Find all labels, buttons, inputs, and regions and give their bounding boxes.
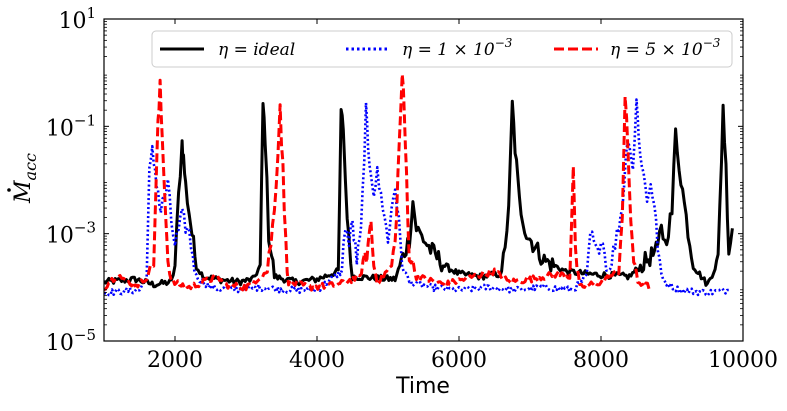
y-tick-label-base: 10: [46, 116, 74, 141]
y-tick-label: 10−1: [46, 111, 96, 141]
x-tick-label: 8000: [573, 348, 629, 373]
series-layer: [104, 72, 734, 297]
y-tick-label-exponent: 1: [86, 4, 96, 22]
legend-entry-ideal: η = ideal: [218, 40, 295, 60]
y-tick-label-exponent: −5: [74, 326, 96, 344]
legend-entry-ideal-prefix: η =: [218, 40, 253, 60]
y-tick-label: 10−3: [46, 219, 96, 249]
y-axis-label: Macc: [7, 153, 40, 204]
legend-entry-eta-5e-3-prefix: η = 5 × 10: [610, 40, 703, 60]
legend-entry-eta-5e-3: η = 5 × 10−3: [610, 36, 721, 60]
series-line-1: [104, 98, 729, 297]
x-tick-label: 4000: [289, 348, 345, 373]
legend-entry-ideal-rest: ideal: [253, 40, 295, 60]
y-tick-label-base: 10: [46, 331, 74, 356]
y-axis-label-main: M: [11, 180, 36, 204]
legend-entry-eta-5e-3-exp: −3: [703, 36, 721, 50]
y-axis-label-dot: [7, 188, 11, 192]
plot-frame: [103, 18, 744, 342]
svg-text:Macc: Macc: [11, 153, 40, 204]
y-tick-label: 10−5: [46, 326, 96, 356]
y-tick-label-exponent: −1: [74, 111, 96, 129]
legend: η = ideal η = 1 × 10−3 η = 5 × 10−3: [151, 30, 733, 68]
legend-entry-eta-1e-3-prefix: η = 1 × 10: [402, 40, 495, 60]
y-axis-label-sub: acc: [21, 153, 40, 181]
x-tick-label: 6000: [431, 348, 487, 373]
x-tick-label: 10000: [708, 348, 778, 373]
y-tick-label-base: 10: [46, 224, 74, 249]
y-tick-label: 101: [58, 4, 96, 34]
y-tick-label-base: 10: [58, 9, 86, 34]
x-axis-label: Time: [395, 374, 450, 399]
series-line-2: [104, 72, 652, 292]
legend-box: [151, 30, 733, 68]
legend-entry-eta-1e-3-exp: −3: [495, 36, 513, 50]
y-tick-label-exponent: −3: [74, 219, 96, 237]
legend-entry-eta-1e-3: η = 1 × 10−3: [402, 36, 513, 60]
x-tick-label: 2000: [147, 348, 203, 373]
